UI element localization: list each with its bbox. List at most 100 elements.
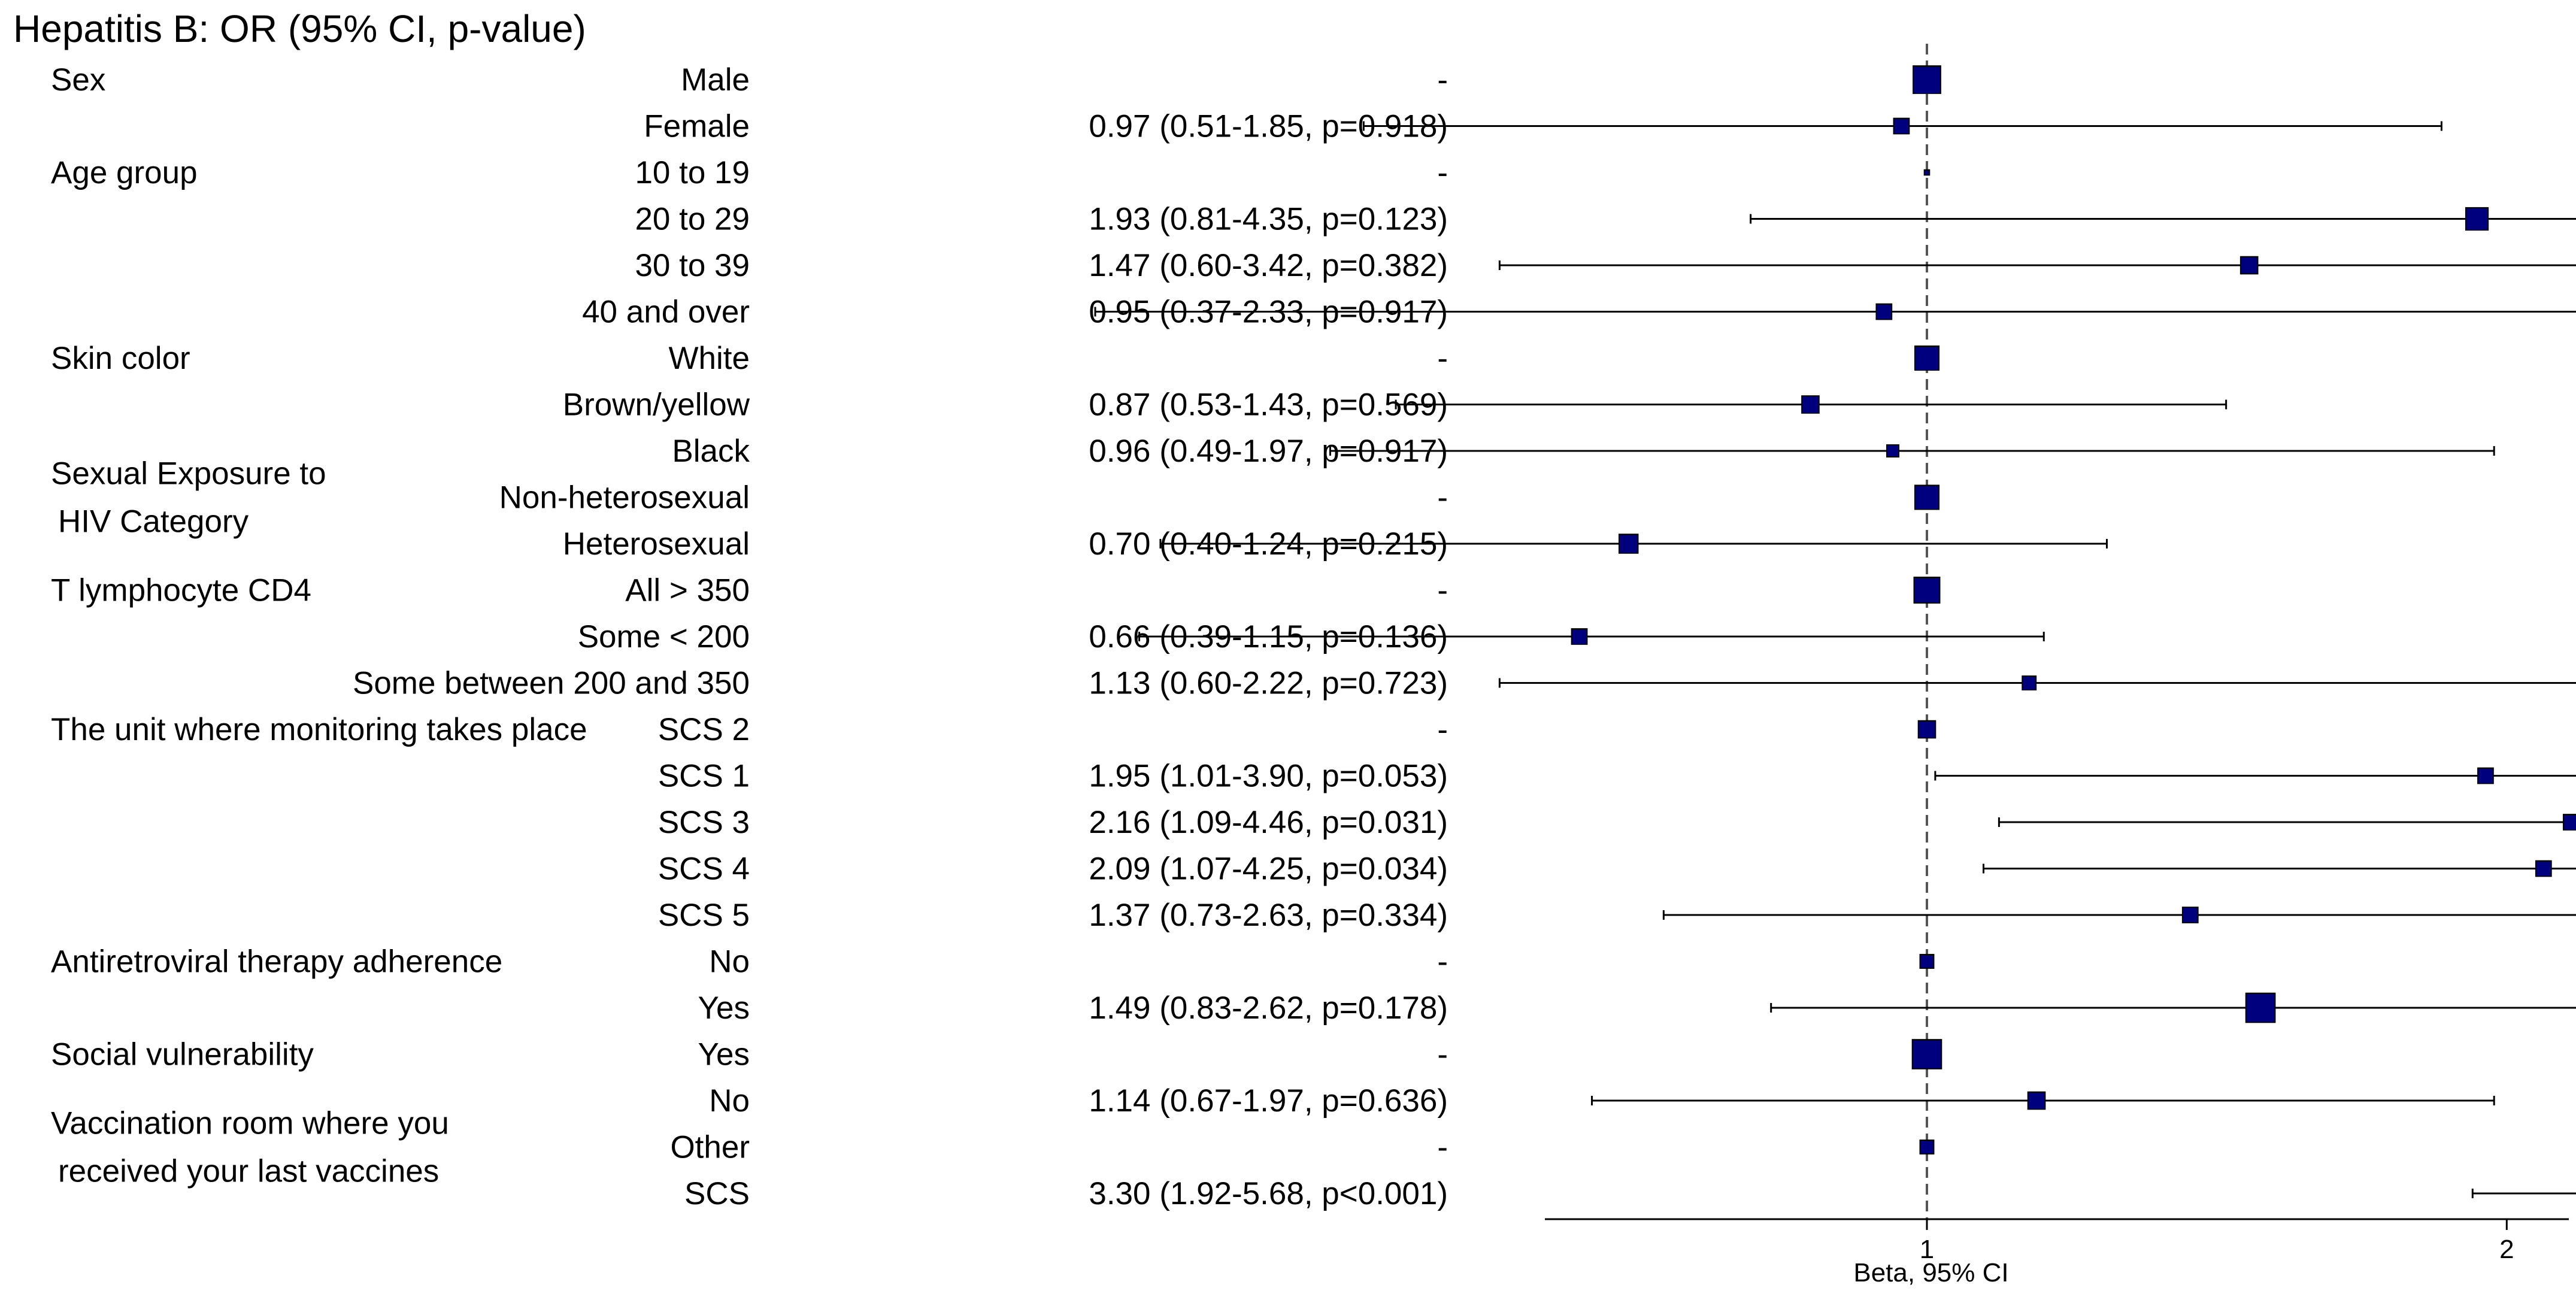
level-label: Female <box>644 109 750 144</box>
x-tick-label: 2 <box>2499 1235 2514 1264</box>
variable-label: Sex <box>51 62 105 98</box>
point-estimate <box>2477 767 2494 784</box>
point-estimate <box>2181 907 2199 923</box>
level-label: 20 to 29 <box>635 202 750 237</box>
level-label: No <box>709 1083 750 1119</box>
table-row: Antiretroviral therapy adherence No - <box>51 944 1448 980</box>
point-estimate <box>1919 954 1935 969</box>
result-label: 0.87 (0.53-1.43, p=0.569) <box>1089 387 1448 423</box>
table-row: Female 0.97 (0.51-1.85, p=0.918) <box>644 109 1448 144</box>
result-label: - <box>1437 341 1448 376</box>
table-row: Heterosexual 0.70 (0.40-1.24, p=0.215) <box>563 526 1448 562</box>
result-label: 1.14 (0.67-1.97, p=0.636) <box>1089 1083 1448 1119</box>
plot-area: 123456 <box>1094 44 2576 1264</box>
level-label: Brown/yellow <box>563 387 750 423</box>
table-row: Sexual Exposure to HIV Category Non-hetero… <box>51 456 1448 540</box>
variable-label-line: The unit where monitoring takes place <box>51 712 587 747</box>
point-estimate <box>1913 65 1941 94</box>
level-label: SCS 3 <box>658 805 750 840</box>
table-row: Some between 200 and 350 1.13 (0.60-2.22,… <box>353 666 1448 701</box>
table-row: 30 to 39 1.47 (0.60-3.42, p=0.382) <box>635 248 1448 283</box>
level-label: Some between 200 and 350 <box>353 666 750 701</box>
point-estimate <box>2027 1091 2046 1110</box>
variable-label: Age group <box>51 155 198 190</box>
point-estimate <box>1893 117 1910 135</box>
table-row: Brown/yellow 0.87 (0.53-1.43, p=0.569) <box>563 387 1448 423</box>
point-estimate <box>1913 577 1941 604</box>
level-label: Heterosexual <box>563 526 750 562</box>
result-label: - <box>1437 62 1448 98</box>
result-label: 1.93 (0.81-4.35, p=0.123) <box>1089 202 1448 237</box>
table-row: Skin color White - <box>51 341 1448 376</box>
result-label: 1.47 (0.60-3.42, p=0.382) <box>1089 248 1448 283</box>
variable-label-line: Sex <box>51 62 105 98</box>
point-estimate <box>2239 256 2259 275</box>
variable-label: Antiretroviral therapy adherence <box>51 944 502 980</box>
level-label: Yes <box>698 990 750 1026</box>
result-label: - <box>1437 1130 1448 1165</box>
level-label: Yes <box>698 1037 750 1072</box>
chart-title: Hepatitis B: OR (95% CI, p-value) <box>13 7 586 50</box>
point-estimate <box>1919 1140 1935 1154</box>
point-estimate <box>1875 303 1893 320</box>
level-label: Non-heterosexual <box>499 480 750 516</box>
result-label: 1.49 (0.83-2.62, p=0.178) <box>1089 990 1448 1026</box>
point-estimate <box>1801 395 1820 414</box>
result-label: 1.37 (0.73-2.63, p=0.334) <box>1089 898 1448 933</box>
result-label: 3.30 (1.92-5.68, p<0.001) <box>1089 1176 1448 1211</box>
variable-label: T lymphocyte CD4 <box>51 573 311 608</box>
table-row: 20 to 29 1.93 (0.81-4.35, p=0.123) <box>635 202 1448 237</box>
result-label: - <box>1437 155 1448 190</box>
result-label: - <box>1437 573 1448 608</box>
point-estimate <box>1571 628 1588 645</box>
point-estimate <box>1618 534 1639 554</box>
level-label: No <box>709 944 750 980</box>
result-label: 1.95 (1.01-3.90, p=0.053) <box>1089 759 1448 794</box>
level-label: SCS 4 <box>658 851 750 887</box>
table-row: No 1.14 (0.67-1.97, p=0.636) <box>709 1083 1448 1119</box>
result-label: 1.13 (0.60-2.22, p=0.723) <box>1089 666 1448 701</box>
level-label: White <box>669 341 750 376</box>
table-row: Age group 10 to 19 - <box>51 155 1448 190</box>
table-row: SCS 1 1.95 (1.01-3.90, p=0.053) <box>658 759 1448 794</box>
table-row: SCS 3.30 (1.92-5.68, p<0.001) <box>684 1176 1448 1211</box>
variable-label: Vaccination room where you received your … <box>51 1106 449 1189</box>
variable-label-line: Social vulnerability <box>51 1037 314 1072</box>
level-label: Black <box>672 434 750 469</box>
point-estimate <box>1914 484 1940 510</box>
level-label: 40 and over <box>582 295 750 330</box>
level-label: SCS <box>684 1176 750 1211</box>
variable-label-line: T lymphocyte CD4 <box>51 573 311 608</box>
variable-label-line: Age group <box>51 155 198 190</box>
variable-label-line: Sexual Exposure to <box>51 456 326 492</box>
level-label: Some < 200 <box>578 619 750 654</box>
variable-label-line: Vaccination room where you <box>51 1106 449 1141</box>
x-axis-label: Beta, 95% CI <box>1853 1258 2008 1287</box>
result-label: 2.16 (1.09-4.46, p=0.031) <box>1089 805 1448 840</box>
variable-label: Social vulnerability <box>51 1037 314 1072</box>
result-label: - <box>1437 944 1448 980</box>
table-row: SCS 3 2.16 (1.09-4.46, p=0.031) <box>658 805 1448 840</box>
result-label: - <box>1437 1037 1448 1072</box>
variable-label: Sexual Exposure to HIV Category <box>51 456 326 540</box>
result-label: - <box>1437 480 1448 516</box>
table-row: SCS 5 1.37 (0.73-2.63, p=0.334) <box>658 898 1448 933</box>
point-estimate <box>1911 1039 1942 1069</box>
point-estimate <box>2535 860 2552 877</box>
point-estimate <box>1923 169 1931 176</box>
point-estimate <box>1917 720 1936 739</box>
point-estimate <box>2562 814 2576 831</box>
table-row: Social vulnerability Yes - <box>51 1037 1448 1072</box>
x-tick-label: 1 <box>1920 1235 1934 1264</box>
result-label: 2.09 (1.07-4.25, p=0.034) <box>1089 851 1448 887</box>
level-label: SCS 1 <box>658 759 750 794</box>
result-label: - <box>1437 712 1448 747</box>
level-label: Other <box>670 1130 750 1165</box>
variable-label-line: received your last vaccines <box>58 1154 439 1189</box>
point-estimate <box>1886 444 1899 458</box>
table-row: Yes 1.49 (0.83-2.62, p=0.178) <box>698 990 1448 1026</box>
point-estimate <box>2245 992 2276 1023</box>
table-row: Sex Male - <box>51 62 1448 98</box>
level-label: Male <box>681 62 750 98</box>
